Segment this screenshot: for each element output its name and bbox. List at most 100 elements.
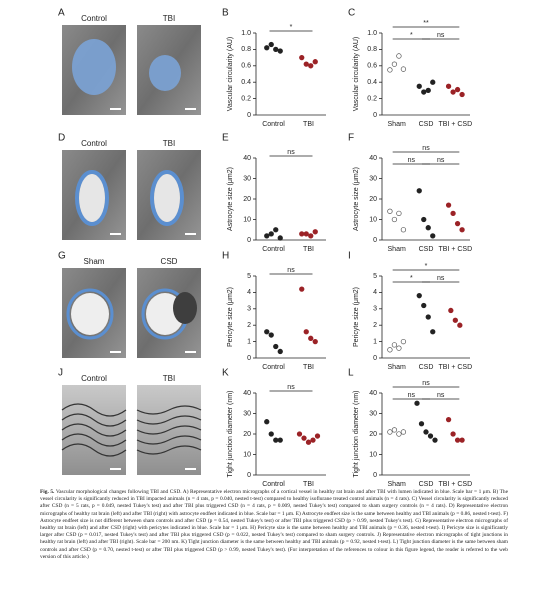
data-point xyxy=(303,231,309,237)
membrane-line xyxy=(136,435,202,445)
y-tick-label: 0 xyxy=(247,472,251,479)
data-point xyxy=(310,437,316,443)
data-point xyxy=(416,188,422,194)
data-point xyxy=(391,216,398,223)
data-point xyxy=(432,437,438,443)
y-tick-label: 0.6 xyxy=(241,63,251,70)
significance-label: ns xyxy=(437,392,445,399)
data-point xyxy=(391,427,398,433)
x-tick-label: TBI + CSD xyxy=(439,481,473,488)
data-point xyxy=(423,429,429,435)
panel-letter: J xyxy=(58,368,63,379)
data-point xyxy=(400,66,407,72)
panel-letter: C xyxy=(348,8,355,19)
image-label: TBI xyxy=(163,14,175,23)
data-point xyxy=(268,431,274,437)
y-tick-label: 0.2 xyxy=(241,95,251,102)
data-point xyxy=(452,317,458,323)
data-point xyxy=(264,45,270,51)
data-point xyxy=(264,233,270,239)
x-tick-label: Sham xyxy=(388,364,406,371)
data-point xyxy=(425,314,431,320)
data-point xyxy=(301,435,307,441)
data-point xyxy=(425,225,431,231)
y-axis-label: Vascular circularity (AU) xyxy=(227,37,234,112)
y-tick-label: 30 xyxy=(369,410,377,417)
membrane-line xyxy=(136,415,202,425)
data-point xyxy=(273,343,279,350)
y-axis-label: Pericyte size (μm2) xyxy=(353,287,360,347)
data-point xyxy=(387,67,393,73)
data-point xyxy=(425,87,431,94)
data-point xyxy=(421,89,427,95)
data-point xyxy=(273,46,279,53)
data-point xyxy=(445,83,452,89)
y-tick-label: 0.4 xyxy=(241,79,251,86)
panel-letter: H xyxy=(222,251,229,262)
scale-bar xyxy=(110,108,121,110)
x-tick-label: Control xyxy=(262,364,285,371)
caption-title: Fig. 5. xyxy=(40,489,55,495)
data-point xyxy=(299,231,305,237)
y-tick-label: 4 xyxy=(373,289,377,296)
data-point xyxy=(430,233,436,239)
significance-label: ns xyxy=(408,392,416,399)
y-tick-label: 20 xyxy=(243,431,251,438)
y-tick-label: 0 xyxy=(373,355,377,362)
x-tick-label: Control xyxy=(262,481,285,488)
data-point xyxy=(454,220,461,227)
y-tick-label: 2 xyxy=(373,322,377,329)
image-label: Sham xyxy=(84,257,105,266)
data-point xyxy=(445,417,452,423)
data-point xyxy=(414,400,420,406)
y-tick-label: 20 xyxy=(369,431,377,438)
membrane-line xyxy=(61,403,127,417)
image-label: Control xyxy=(81,374,107,383)
data-point xyxy=(268,231,274,237)
figure: A Control TBI D Control TBI G Sham CSD J Control TB… xyxy=(58,8,473,488)
significance-label: ** xyxy=(423,20,429,27)
y-tick-label: 0.4 xyxy=(367,79,377,86)
nucleus xyxy=(173,292,197,324)
significance-label: ns xyxy=(287,267,295,274)
membrane-line xyxy=(61,413,127,427)
data-point xyxy=(459,227,465,233)
data-point xyxy=(312,59,318,65)
membrane-line xyxy=(61,443,127,457)
y-tick-label: 30 xyxy=(243,175,251,182)
x-tick-label: TBI + CSD xyxy=(439,121,473,128)
panel-letter: F xyxy=(348,133,354,144)
data-point xyxy=(299,286,305,292)
y-tick-label: 3 xyxy=(373,306,377,313)
data-point xyxy=(312,338,318,345)
significance-label: ns xyxy=(422,380,430,387)
data-point xyxy=(450,210,456,217)
y-tick-label: 1 xyxy=(247,338,251,345)
data-point xyxy=(396,431,402,437)
x-tick-label: Sham xyxy=(388,481,406,488)
scale-bar xyxy=(185,233,196,235)
image-label: Control xyxy=(81,14,107,23)
scale-bar xyxy=(110,468,121,470)
y-tick-label: 0.8 xyxy=(241,46,251,53)
data-point xyxy=(430,329,436,335)
y-tick-label: 1.0 xyxy=(367,30,377,37)
x-tick-label: Sham xyxy=(388,246,406,253)
data-point xyxy=(418,421,425,427)
data-point xyxy=(277,235,283,241)
x-tick-label: TBI xyxy=(303,246,314,253)
pericyte-highlight xyxy=(66,288,114,340)
x-tick-label: TBI + CSD xyxy=(439,246,473,253)
data-point xyxy=(264,329,270,335)
significance-label: ns xyxy=(287,149,295,156)
data-point xyxy=(303,61,309,67)
data-point xyxy=(273,227,279,233)
x-tick-label: CSD xyxy=(419,364,434,371)
data-point xyxy=(296,431,303,437)
y-axis-label: Pericyte size (μm2) xyxy=(227,287,234,347)
significance-label: ns xyxy=(287,384,295,391)
vessel-lumen xyxy=(79,174,105,222)
y-tick-label: 20 xyxy=(243,196,251,203)
data-point xyxy=(277,348,283,355)
data-point xyxy=(454,86,461,93)
